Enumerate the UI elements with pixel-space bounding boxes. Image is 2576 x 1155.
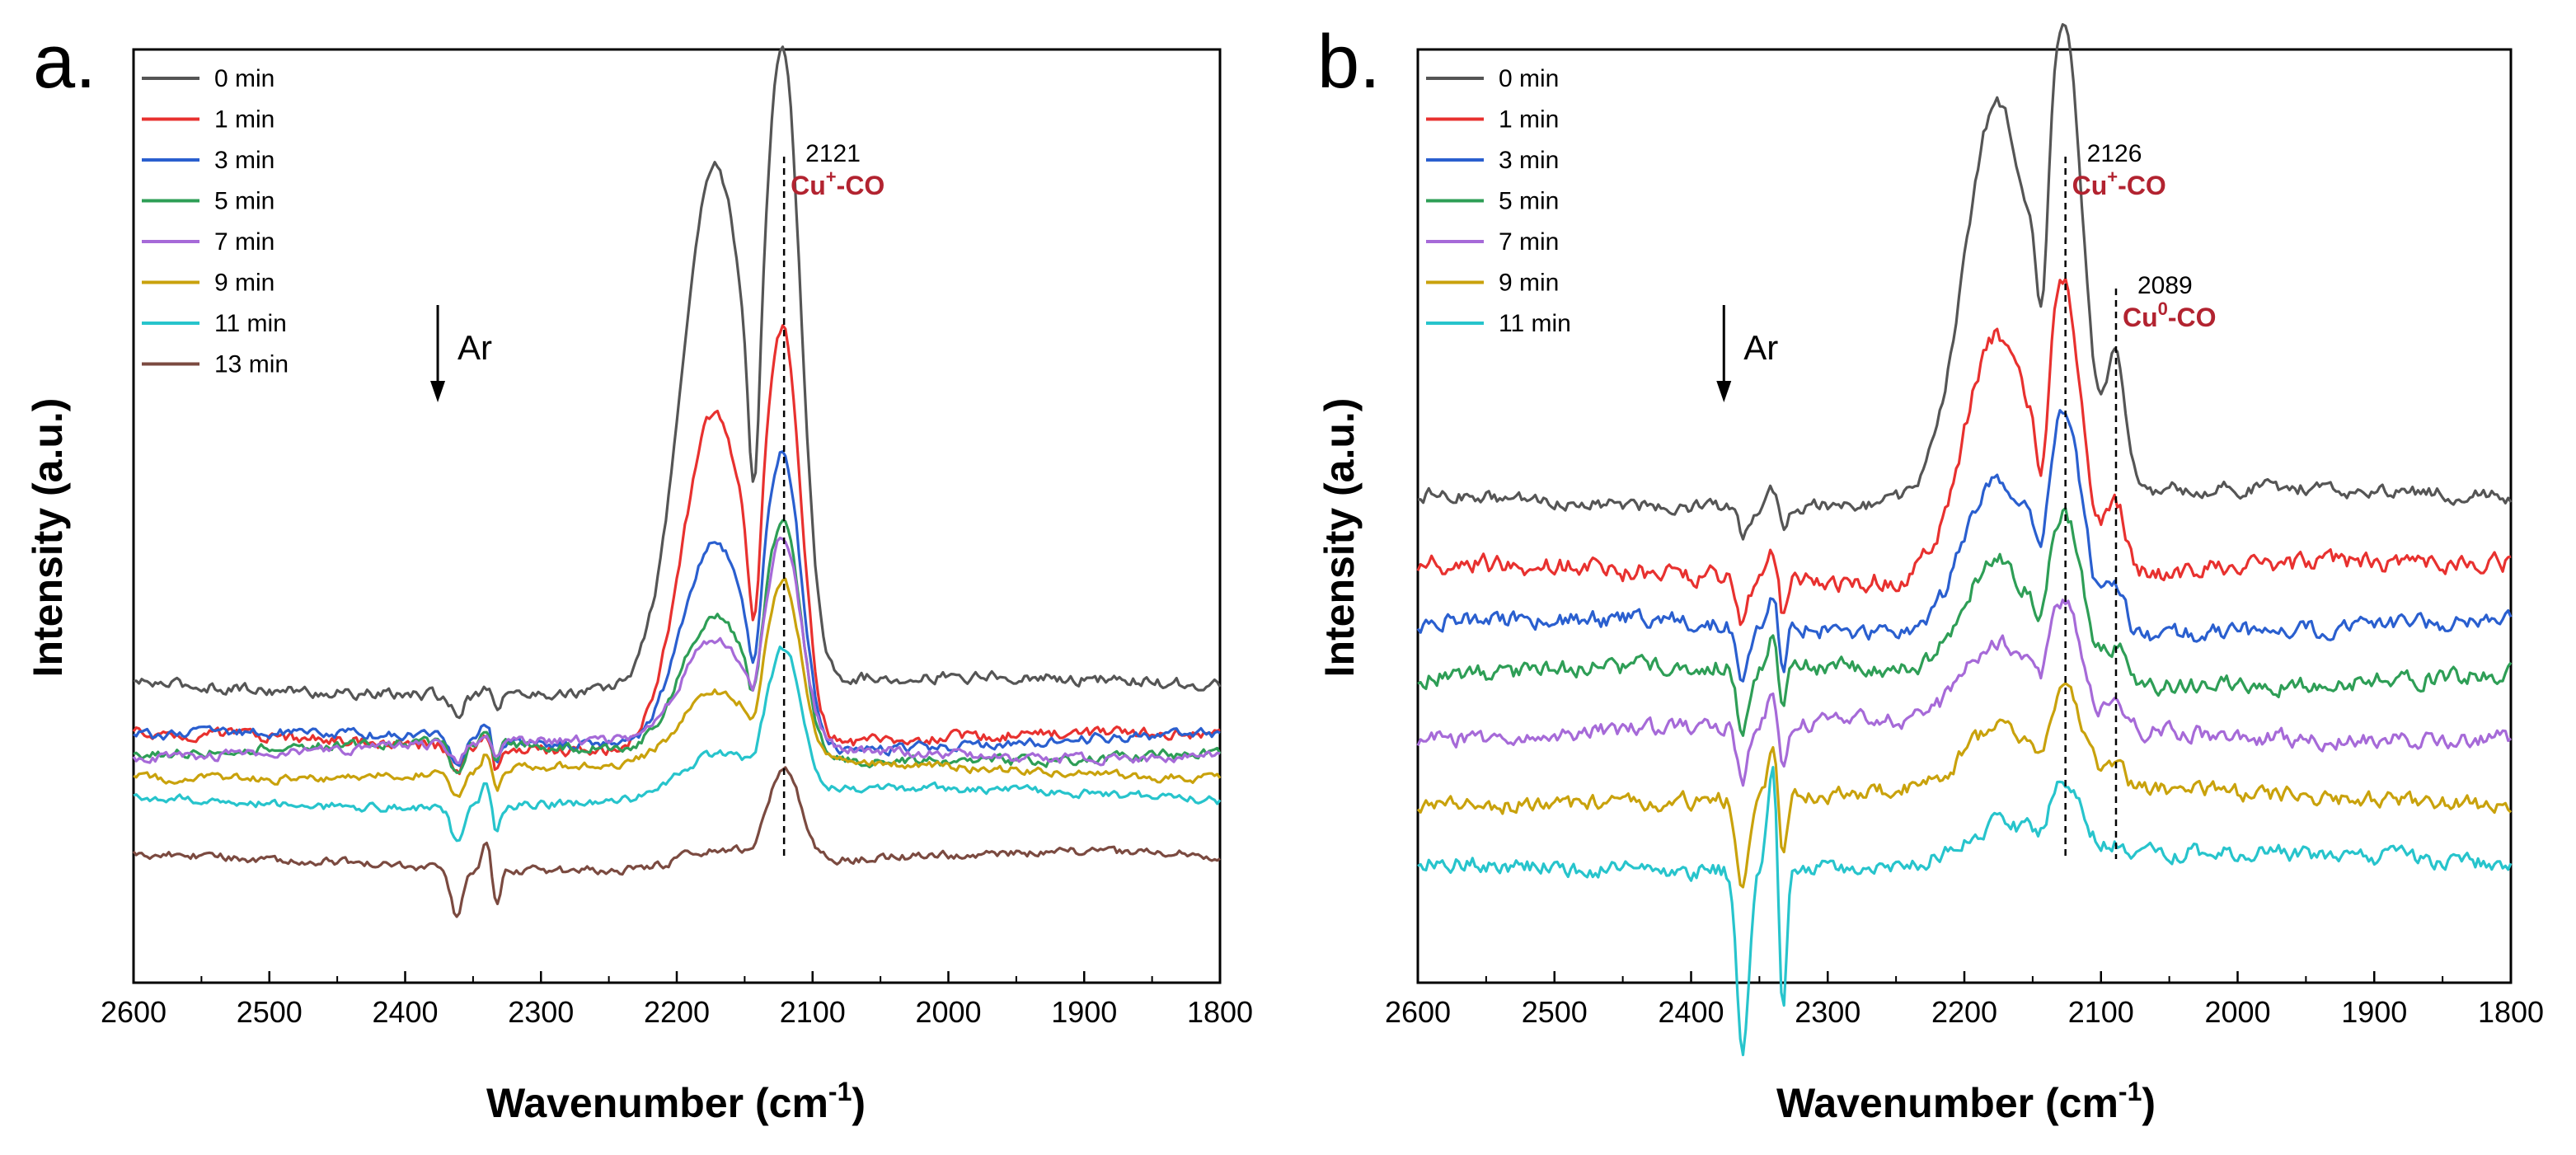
legend-label-5-min: 5 min	[214, 188, 274, 215]
x-tick-label-b: 1800	[2478, 995, 2544, 1029]
x-tick-label-b: 2500	[1522, 995, 1588, 1029]
x-tick-label-a: 1800	[1187, 995, 1253, 1029]
series-line-5-min	[1417, 506, 2513, 737]
series-line-13-min	[132, 766, 1221, 918]
series-line-9-min	[1416, 682, 2513, 889]
legend-b: 0 min 1 min 3 min 5 min 7 min 9 min 11 min	[1426, 65, 1571, 337]
panel-letter-b: b.	[1317, 20, 1381, 104]
series-line-1-min	[132, 324, 1221, 776]
x-axis-title-a: Wavenumber (cm-1)	[486, 1077, 866, 1126]
series-line-9-min	[133, 577, 1222, 798]
x-tick-label-b: 2000	[2204, 995, 2270, 1029]
plot-area-a: 2600 2500 2400 2300 2200 2100 2000 1900 1800 2121…	[101, 45, 1253, 1029]
legend-label-7-min: 7 min	[214, 228, 274, 256]
legend-label-1-min: 1 min	[1499, 106, 1559, 134]
x-tick-label-a: 2300	[508, 995, 574, 1029]
x-tick-label-b: 2300	[1795, 995, 1860, 1029]
series-line-7-min	[132, 536, 1221, 767]
y-axis-title-a: Intensity (a.u.)	[25, 398, 71, 678]
legend-label-9-min: 9 min	[214, 270, 274, 297]
x-tick-label-a: 2500	[237, 995, 303, 1029]
series-line-1-min	[1416, 277, 2512, 627]
panel-b: b. Intensity (a.u.) Wavenumber (cm-1) 26…	[1316, 20, 2544, 1126]
ar-annotation-label-b: Ar	[1743, 328, 1778, 367]
series-line-7-min	[1416, 599, 2513, 787]
x-tick-label-b: 1900	[2341, 995, 2407, 1029]
peak-value-label-2126: 2126	[2087, 140, 2142, 167]
x-tick-label-a: 2600	[101, 995, 167, 1029]
legend-label-11-min: 11 min	[1499, 310, 1571, 337]
legend-label-13-min: 13 min	[214, 351, 289, 378]
x-tick-label-a: 2400	[372, 995, 438, 1029]
x-axis-title-b: Wavenumber (cm-1)	[1776, 1077, 2156, 1126]
series-line-3-min	[1416, 409, 2513, 683]
legend-label-0-min: 0 min	[1499, 65, 1559, 92]
peak-assignment-label-2089: Cu0-CO	[2123, 298, 2217, 332]
x-tick-label-a: 2200	[644, 995, 710, 1029]
y-axis-title-b: Intensity (a.u.)	[1316, 398, 1363, 678]
legend-label-7-min: 7 min	[1499, 228, 1559, 256]
ar-annotation-label-a: Ar	[457, 328, 492, 367]
series-line-11-min	[133, 646, 1222, 843]
x-tick-label-a: 2100	[780, 995, 846, 1029]
x-tick-label-a: 2000	[915, 995, 981, 1029]
plot-frame-a	[132, 48, 1222, 984]
peak-value-label-2121: 2121	[805, 140, 861, 167]
x-tick-label-b: 2600	[1385, 995, 1451, 1029]
legend-label-11-min: 11 min	[214, 310, 287, 337]
ar-arrow-head-icon	[430, 381, 446, 402]
x-tick-label-a: 1900	[1051, 995, 1117, 1029]
legend-label-0-min: 0 min	[214, 65, 274, 92]
legend-label-5-min: 5 min	[1499, 188, 1559, 215]
peak-value-label-2089: 2089	[2137, 272, 2193, 299]
series-line-0-min	[1417, 23, 2513, 541]
series-line-3-min	[133, 450, 1221, 768]
series-line-0-min	[133, 45, 1222, 720]
legend-label-3-min: 3 min	[1499, 147, 1559, 174]
legend-label-1-min: 1 min	[214, 106, 274, 134]
x-tick-label-b: 2100	[2068, 995, 2134, 1029]
peak-assignment-label-2121: Cu+-CO	[791, 167, 884, 200]
panel-letter-a: a.	[33, 20, 96, 104]
x-tick-label-b: 2400	[1658, 995, 1724, 1029]
legend-label-3-min: 3 min	[214, 147, 274, 174]
legend-a: 0 min 1 min 3 min 5 min 7 min 9 min 11 min 13 m…	[142, 65, 289, 378]
peak-assignment-label-2126: Cu+-CO	[2072, 167, 2166, 200]
plot-area-b: 2600 2500 2400 2300 2200 2100 2000 1900 1800 2126…	[1385, 23, 2544, 1057]
panel-a: a. Intensity (a.u.) Wavenumber (cm-1) 26…	[25, 20, 1253, 1126]
ar-arrow-head-icon	[1716, 381, 1732, 402]
x-tick-label-b: 2200	[1931, 995, 1997, 1029]
series-line-11-min	[1417, 765, 2513, 1057]
legend-label-9-min: 9 min	[1499, 270, 1559, 297]
